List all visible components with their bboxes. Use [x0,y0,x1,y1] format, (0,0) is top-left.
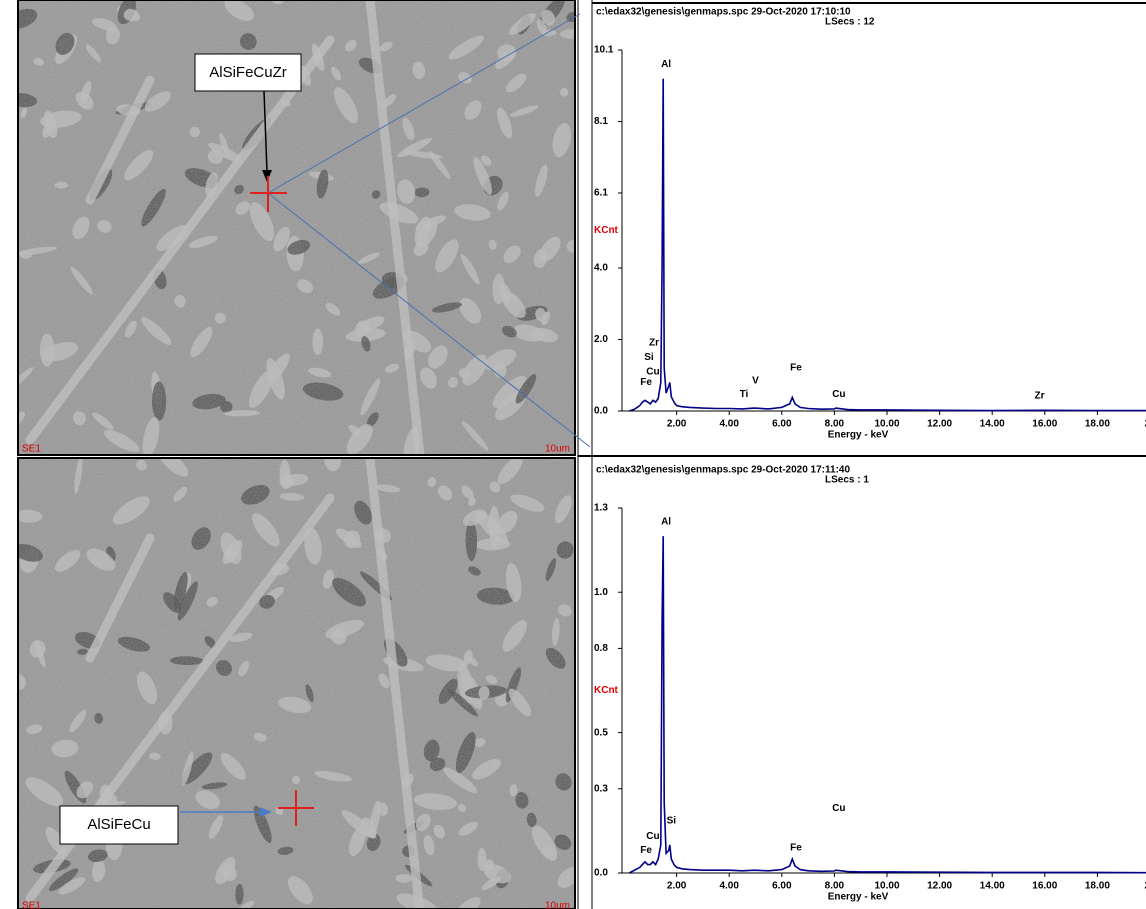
y-tick-label: 0.5 [594,727,608,738]
chart-title: c:\edax32\genesis\genmaps.spc 29-Oct-202… [596,7,851,18]
scale-label: 10um [545,444,570,455]
crosshair [278,790,314,826]
peak-label: Cu [832,803,845,814]
x-tick-label: 4.00 [719,881,739,892]
peak-label: Fe [640,845,652,856]
image-frame [17,0,576,456]
peak-label: Zr [649,338,659,349]
x-tick-label: 14.00 [980,419,1005,430]
y-tick-label: 10.1 [594,45,614,56]
peak-label: Ti [740,389,749,400]
x-tick-label: 6.00 [772,881,792,892]
peak-label: Si [644,352,654,363]
x-axis-label: Energy - keV [828,430,889,441]
x-tick-label: 12.00 [927,419,952,430]
spectrum [629,78,1146,412]
y-tick-label: 0.8 [594,643,608,654]
x-tick-label: 20 [1144,881,1146,892]
peak-label: Fe [790,842,802,853]
peak-label: Fe [790,363,802,374]
x-tick-label: 10.00 [874,419,899,430]
spectrum [628,536,1146,874]
y-tick-label: 0.3 [594,783,608,794]
callout-label: AlSiFeCu [87,816,150,833]
peak-label: Cu [646,831,659,842]
peak-label: Fe [640,377,652,388]
y-axis-label: KCnt [594,685,619,696]
crosshair [250,176,287,212]
image-frame [17,457,576,909]
callout-box [194,53,302,92]
peak-label: Cu [832,389,845,400]
arrow [263,90,268,173]
x-tick-label: 10.00 [874,881,899,892]
y-tick-label: 6.1 [594,188,608,199]
zoom-line [267,192,591,448]
x-tick-label: 8.00 [825,881,845,892]
chart-subtitle: LSecs : 12 [825,17,875,28]
x-tick-label: 2.00 [667,881,687,892]
y-tick-label: 1.3 [594,503,608,514]
y-axis-label: KCnt [594,225,619,236]
zoom-line [267,13,581,194]
peak-label: Al [661,517,671,528]
peak-label: Zr [1035,391,1045,402]
x-tick-label: 12.00 [927,881,952,892]
x-tick-label: 6.00 [772,419,792,430]
chart-title: c:\edax32\genesis\genmaps.spc 29-Oct-202… [596,465,850,476]
x-axis-label: Energy - keV [828,892,889,903]
y-tick-label: 8.1 [594,116,608,127]
detector-label: SE1 [22,444,41,455]
arrow-head [260,807,272,817]
x-tick-label: 14.00 [980,881,1005,892]
peak-label: Cu [646,366,659,377]
x-tick-label: 16.00 [1032,419,1057,430]
sem-image [18,458,575,909]
x-tick-label: 16.00 [1032,881,1057,892]
x-tick-label: 8.00 [825,419,845,430]
y-tick-label: 1.0 [594,587,608,598]
x-tick-label: 4.00 [719,419,739,430]
callout-label: AlSiFeCuZr [209,64,287,81]
x-tick-label: 20 [1144,419,1146,430]
y-tick-label: 0.0 [594,406,608,417]
callout-box [59,805,179,845]
y-tick-label: 2.0 [594,334,608,345]
scale-label: 10um [545,901,570,909]
y-tick-label: 4.0 [594,263,608,274]
y-tick-label: 0.0 [594,868,608,879]
x-tick-label: 2.00 [667,419,687,430]
detector-label: SE1 [22,901,41,909]
chart-subtitle: LSecs : 1 [825,475,869,486]
peak-label: Al [661,59,671,70]
peak-label: Si [667,816,677,827]
x-tick-label: 18.00 [1085,881,1110,892]
x-tick-label: 18.00 [1085,419,1110,430]
peak-label: V [752,375,759,386]
